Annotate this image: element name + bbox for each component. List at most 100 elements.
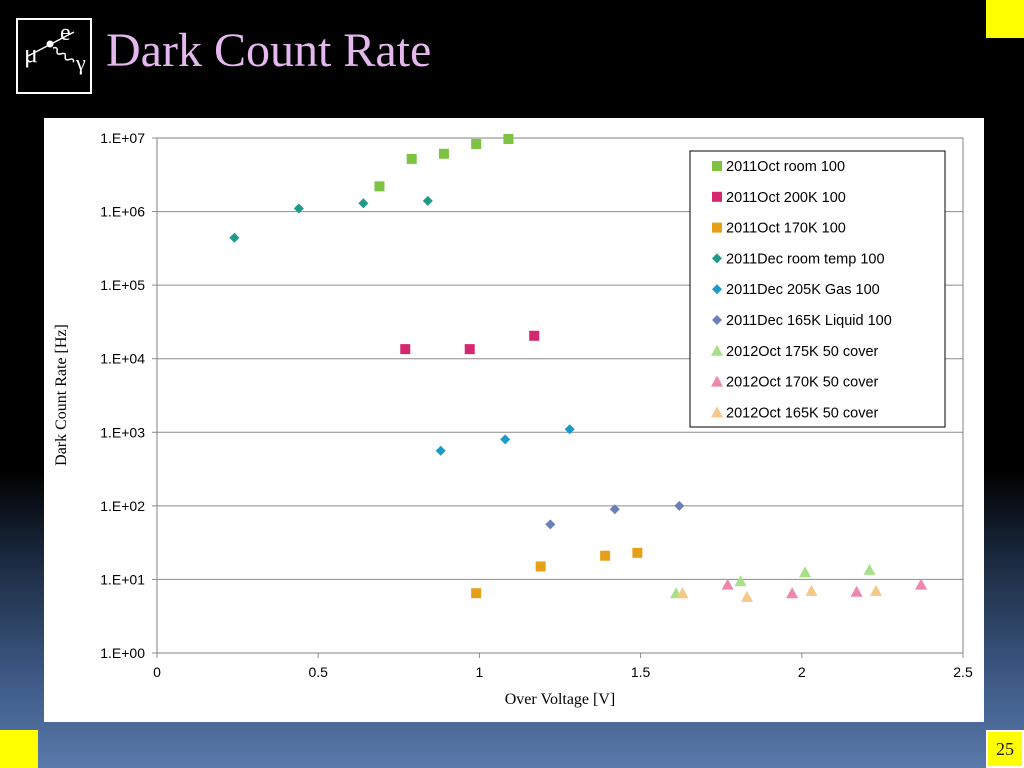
data-point — [529, 330, 540, 341]
x-tick-label: 2.5 — [953, 664, 973, 680]
legend-label: 2011Oct 200K 100 — [726, 190, 846, 206]
legend-marker — [711, 344, 723, 356]
data-point — [869, 584, 882, 596]
data-point — [229, 232, 240, 243]
legend-marker — [711, 375, 723, 387]
series-6 — [545, 500, 685, 530]
data-point — [374, 181, 385, 192]
x-axis-ticks: 0 0.5 1 1.5 2 2.5 — [153, 653, 973, 680]
data-point — [564, 424, 575, 435]
legend-entry: 2011Dec room temp 100 — [712, 251, 885, 267]
y-tick-label: 1.E+02 — [100, 498, 145, 514]
legend-entry: 2011Oct 200K 100 — [712, 190, 846, 206]
x-tick-label: 2 — [798, 664, 806, 680]
data-point — [503, 133, 514, 144]
data-point — [632, 547, 643, 558]
data-points — [229, 133, 928, 602]
logo-e: e — [60, 20, 71, 46]
corner-square-top-right — [986, 0, 1024, 38]
y-tick-label: 1.E+07 — [100, 130, 145, 146]
data-point — [674, 500, 685, 511]
logo-mu: μ — [24, 39, 38, 68]
logo: μ e γ — [16, 18, 92, 94]
logo-wave — [52, 46, 75, 63]
dark-count-chart: 1.E+00 1.E+01 1.E+02 1.E+03 1.E+04 1.E+05 1.E+… — [44, 118, 984, 722]
y-tick-label: 1.E+04 — [100, 351, 145, 367]
data-point — [535, 561, 546, 572]
plot-frame — [156, 137, 964, 654]
corner-square-bottom-left — [0, 730, 38, 768]
legend-marker — [712, 315, 722, 325]
data-point — [438, 148, 449, 159]
slide-title: Dark Count Rate — [106, 24, 432, 77]
legend-marker — [711, 406, 723, 418]
legend-entry: 2012Oct 165K 50 cover — [711, 405, 879, 421]
legend-marker — [712, 284, 722, 295]
data-point — [850, 585, 863, 597]
legend-box — [689, 150, 946, 428]
legend-label: 2011Dec room temp 100 — [726, 251, 885, 267]
data-point — [500, 434, 511, 445]
x-tick-label: 1 — [476, 664, 484, 680]
data-point — [721, 578, 734, 590]
legend-marker — [712, 161, 722, 171]
legend-label: 2011Dec 205K Gas 100 — [726, 282, 880, 298]
legend-label: 2011Oct 170K 100 — [726, 221, 846, 237]
data-point — [545, 519, 556, 530]
y-tick-label: 1.E+00 — [100, 645, 145, 661]
logo-vertex — [46, 40, 54, 48]
legend-entry: 2012Oct 175K 50 cover — [711, 344, 879, 360]
legend-label: 2012Oct 175K 50 cover — [726, 344, 879, 360]
data-point — [600, 550, 611, 561]
series-1 — [374, 133, 514, 192]
series-3 — [471, 547, 643, 599]
legend: 2011Oct room 100 2011Oct 200K 100 2011Oct … — [689, 150, 946, 428]
series-4 — [229, 195, 433, 243]
data-point — [471, 138, 482, 149]
y-axis-ticks: 1.E+00 1.E+01 1.E+02 1.E+03 1.E+04 1.E+05 1.E+… — [100, 130, 157, 661]
legend-entry: 2011Oct room 100 — [712, 159, 845, 175]
data-point — [609, 504, 620, 515]
data-point — [863, 563, 876, 575]
series-2 — [400, 330, 540, 355]
series-8 — [721, 578, 928, 599]
x-axis-title: Over Voltage [V] — [505, 691, 616, 708]
y-tick-label: 1.E+06 — [100, 204, 145, 220]
x-tick-label: 0 — [153, 664, 161, 680]
data-point — [422, 195, 433, 206]
data-point — [471, 588, 482, 599]
logo-gamma: γ — [75, 50, 86, 75]
legend-marker — [712, 191, 722, 202]
data-point — [358, 198, 369, 209]
data-point — [805, 584, 818, 596]
data-point — [464, 344, 475, 355]
data-point — [799, 566, 812, 578]
data-point — [915, 578, 928, 590]
data-point — [435, 445, 446, 456]
y-tick-label: 1.E+01 — [100, 571, 145, 587]
legend-marker — [712, 253, 722, 264]
legend-label: 2011Dec 165K Liquid 100 — [726, 313, 892, 329]
data-point — [740, 590, 753, 602]
legend-entry: 2011Dec 205K Gas 100 — [712, 282, 880, 298]
legend-entry: 2011Oct 170K 100 — [712, 221, 846, 237]
data-point — [734, 575, 747, 587]
data-point — [676, 587, 689, 599]
data-point — [400, 344, 411, 355]
x-tick-label: 0.5 — [308, 664, 328, 680]
data-point — [293, 203, 304, 214]
data-point — [406, 153, 417, 164]
series-5 — [435, 424, 575, 456]
x-tick-label: 1.5 — [631, 664, 651, 680]
legend-marker — [712, 222, 722, 233]
series-9 — [676, 584, 882, 602]
legend-label: 2012Oct 165K 50 cover — [726, 405, 879, 421]
y-tick-label: 1.E+05 — [100, 277, 145, 293]
y-tick-label: 1.E+03 — [100, 424, 145, 440]
legend-entry: 2012Oct 170K 50 cover — [711, 375, 879, 391]
legend-label: 2012Oct 170K 50 cover — [726, 375, 879, 391]
legend-entry: 2011Dec 165K Liquid 100 — [712, 313, 892, 329]
y-axis-title: Dark Count Rate [Hz] — [53, 324, 70, 466]
legend-label: 2011Oct room 100 — [726, 159, 845, 175]
page-number: 25 — [986, 730, 1024, 768]
